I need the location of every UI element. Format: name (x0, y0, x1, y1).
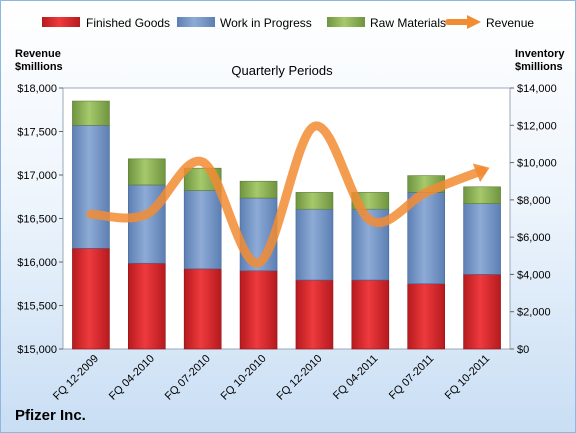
x-tick-label: FQ 07-2011 (387, 353, 436, 402)
revenue-arrowhead (472, 163, 490, 183)
bar-raw-materials (463, 186, 501, 204)
left-tick-label: $16,000 (17, 257, 57, 269)
right-axis: $0 $2,000 $4,000 $6,000 $8,000 $10,000 $12,000… (510, 83, 557, 356)
company-name: Pfizer Inc. (15, 407, 86, 424)
revenue-point (369, 219, 371, 221)
left-axis: $15,000 $15,500 $16,000 $16,500 $17,000 $17,5… (17, 83, 63, 356)
x-tick-label: FQ 12-2010 (275, 353, 325, 403)
x-tick-label: FQ 10-2011 (443, 353, 492, 402)
left-tick-label: $18,000 (17, 83, 57, 95)
x-tick-label: FQ 04-2011 (331, 353, 380, 402)
legend-label-finished-goods: Finished Goods (86, 16, 170, 30)
bar-raw-materials (295, 192, 334, 210)
revenue-point (481, 170, 483, 172)
right-tick-label: $4,000 (517, 269, 551, 281)
x-tick-label: FQ 12-2009 (51, 353, 101, 403)
right-tick-label: $6,000 (517, 232, 551, 244)
bar-finished-goods (351, 279, 390, 350)
bar-work-in-progress (295, 208, 334, 281)
revenue-point (258, 262, 260, 264)
legend-swatch-raw-materials (327, 17, 365, 27)
revenue-point (90, 213, 92, 215)
left-tick-label: $17,000 (17, 170, 57, 182)
bar-raw-materials (239, 180, 278, 199)
bar-finished-goods (463, 274, 501, 350)
right-axis-title-line1: Inventory (515, 48, 565, 60)
right-tick-label: $2,000 (517, 307, 551, 319)
left-tick-label: $16,500 (17, 214, 57, 226)
bar-finished-goods (183, 268, 222, 350)
right-tick-label: $10,000 (517, 158, 557, 170)
left-axis-title-line1: Revenue (15, 48, 61, 60)
bar-finished-goods (407, 283, 445, 350)
chart-title: Quarterly Periods (231, 63, 333, 78)
x-tick-label: FQ 04-2010 (107, 353, 157, 403)
right-tick-label: $14,000 (517, 83, 557, 95)
revenue-series (86, 121, 490, 268)
right-tick-label: $12,000 (517, 120, 557, 132)
revenue-point (146, 213, 148, 215)
left-axis-title-line2: $millions (15, 61, 63, 73)
bar-finished-goods (239, 270, 278, 350)
x-tick-label: FQ 10-2010 (219, 353, 269, 403)
revenue-point (313, 125, 315, 127)
bar-finished-goods (72, 248, 110, 350)
bar-work-in-progress (407, 192, 445, 285)
legend-label-work-in-progress: Work in Progress (220, 16, 312, 30)
bar-raw-materials (128, 158, 166, 186)
right-tick-label: $8,000 (517, 195, 551, 207)
bar-finished-goods (295, 279, 334, 350)
legend: Finished Goods Work in Progress Raw Mate… (42, 15, 534, 30)
left-tick-label: $15,000 (17, 344, 57, 356)
left-tick-label: $17,500 (17, 127, 57, 139)
bar-finished-goods (128, 262, 166, 350)
bar-raw-materials (72, 100, 110, 126)
right-tick-label: $0 (517, 344, 529, 356)
legend-label-raw-materials: Raw Materials (370, 16, 446, 30)
legend-label-revenue: Revenue (486, 16, 534, 30)
left-tick-label: $15,500 (17, 301, 57, 313)
bar-work-in-progress (183, 190, 222, 270)
revenue-line (86, 121, 487, 268)
right-axis-title-line2: $millions (515, 61, 563, 73)
legend-swatch-finished-goods (42, 17, 80, 27)
bar-work-in-progress (72, 124, 110, 249)
revenue-point (202, 161, 204, 163)
bar-work-in-progress (463, 203, 501, 275)
legend-swatch-work-in-progress (177, 17, 215, 27)
legend-swatch-revenue (445, 15, 481, 29)
x-tick-label: FQ 07-2010 (163, 353, 213, 403)
x-axis: FQ 12-2009 FQ 04-2010 FQ 07-2010 FQ 10-2010… (51, 353, 492, 403)
revenue-point (425, 191, 427, 193)
